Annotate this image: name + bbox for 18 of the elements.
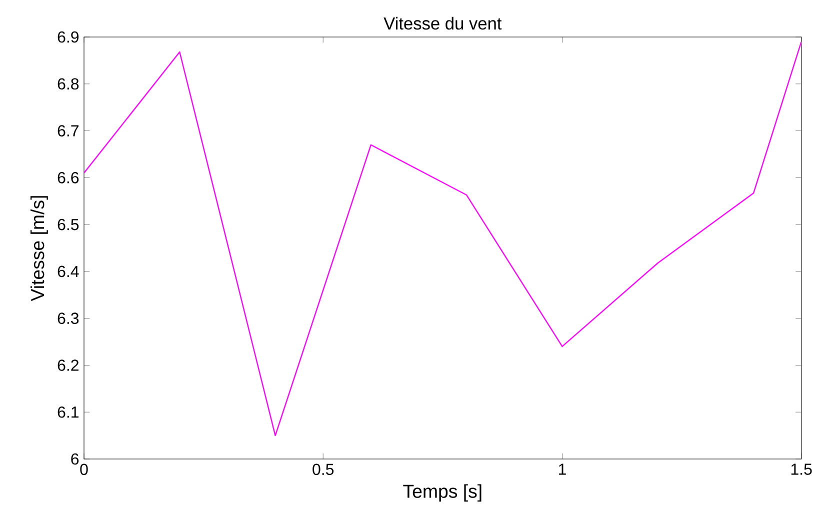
x-axis-title: Temps [s] — [403, 484, 482, 502]
y-tick-label: 6.3 — [58, 312, 79, 324]
x-tick-label: 0.5 — [312, 464, 334, 476]
y-tick-label: 6.4 — [58, 266, 79, 278]
chart-title: Vitesse du vent — [384, 16, 502, 30]
x-tick-label: 1 — [558, 464, 566, 475]
y-tick-label: 6.6 — [58, 172, 79, 184]
y-tick-label: 6.8 — [58, 78, 79, 90]
x-tick-label: 1.5 — [791, 464, 812, 475]
y-tick-label: 6 — [71, 453, 79, 465]
y-tick-label: 6.7 — [58, 125, 78, 136]
y-axis-title: Vitesse [m/s] — [30, 196, 48, 302]
y-tick-label: 6.2 — [58, 360, 78, 371]
line-series — [84, 41, 802, 436]
y-tick-label: 6.1 — [58, 406, 79, 418]
y-tick-label: 6.9 — [58, 31, 79, 43]
y-tick-label: 6.5 — [58, 218, 79, 230]
x-tick-label: 0 — [80, 464, 88, 476]
